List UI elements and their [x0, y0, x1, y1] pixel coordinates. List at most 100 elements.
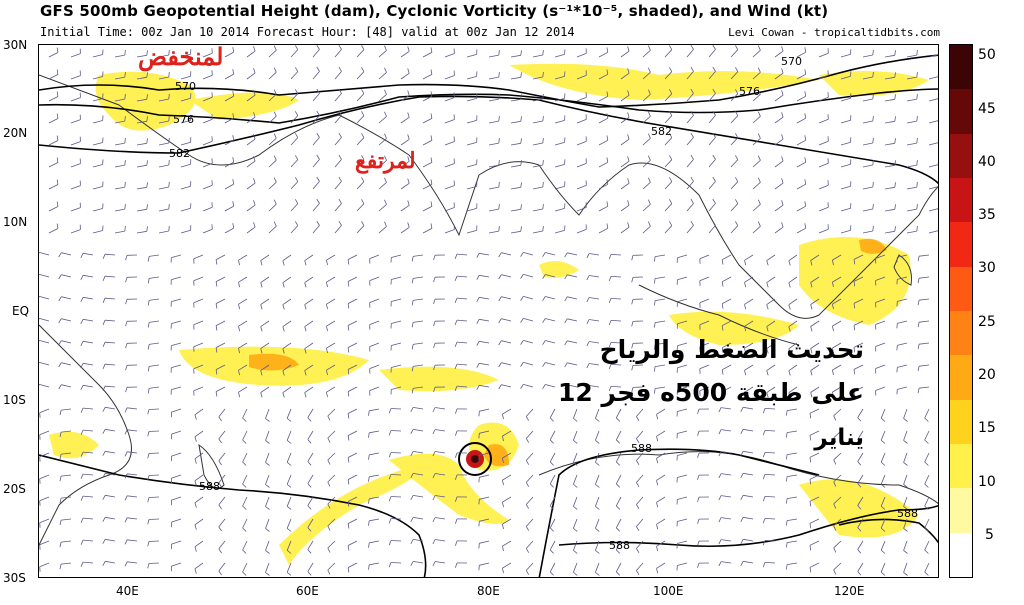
wind-barb	[928, 76, 938, 80]
wind-barb	[502, 496, 512, 503]
wind-barb-flag	[361, 45, 365, 50]
wind-barb-flag	[833, 569, 837, 575]
wind-barb-flag	[595, 505, 600, 510]
wind-barb-flag	[242, 505, 247, 510]
wind-barb	[61, 340, 72, 344]
wind-barb-flag	[433, 365, 436, 371]
wind-barb	[290, 181, 299, 190]
wind-barb-flag	[718, 517, 722, 523]
wind-barb	[677, 386, 688, 391]
wind-barb-flag	[218, 504, 222, 510]
wind-barb	[862, 76, 873, 80]
wind-barb-flag	[407, 112, 410, 118]
wind-barb	[832, 342, 842, 349]
wind-barb	[479, 430, 490, 434]
wind-barb-flag	[740, 517, 744, 522]
wind-barb-flag	[542, 204, 544, 210]
wind-barb	[171, 474, 182, 479]
wind-barb	[818, 140, 829, 146]
wind-barb-flag	[712, 220, 716, 226]
wind-barb	[92, 98, 103, 102]
wind-barb	[549, 518, 556, 528]
wind-barb-flag	[316, 88, 320, 94]
wind-barb-flag	[218, 526, 222, 532]
wind-barb-flag	[384, 45, 387, 51]
wind-barb-flag	[316, 198, 320, 204]
contour-label: 576	[739, 85, 760, 98]
wind-barb	[744, 342, 754, 349]
lat-label: 20S	[3, 482, 26, 496]
wind-barb-flag	[903, 440, 908, 444]
wind-barb	[193, 276, 204, 282]
wind-barb-flag	[735, 89, 739, 94]
wind-barb	[743, 538, 754, 542]
wind-barb-flag	[59, 476, 62, 482]
wind-barb	[636, 474, 644, 483]
wind-barb	[171, 430, 182, 435]
colorbar-tick: 15	[978, 420, 996, 436]
wind-barb-flag	[744, 282, 747, 288]
wind-barb	[171, 320, 182, 324]
wind-barb-flag	[525, 548, 530, 553]
wind-barb	[924, 452, 930, 463]
wind-barb-flag	[520, 274, 524, 279]
wind-barb-flag	[606, 69, 609, 75]
wind-barb	[510, 164, 521, 168]
wind-barb	[347, 540, 358, 546]
wind-barb	[83, 318, 94, 322]
wind-barb	[202, 118, 213, 124]
wind-barb	[224, 183, 234, 190]
wind-barb	[677, 364, 688, 369]
wind-barb-flag	[265, 484, 270, 488]
wind-barb	[744, 386, 754, 393]
wind-barb-flag	[788, 326, 791, 332]
wind-barb	[48, 52, 59, 58]
wind-barb-flag	[833, 481, 837, 487]
wind-barb	[390, 474, 402, 476]
wind-barb	[664, 93, 673, 102]
wind-barb	[136, 142, 147, 146]
wind-barb-flag	[654, 322, 656, 328]
wind-barb-flag	[857, 505, 862, 510]
wind-barb-flag	[368, 454, 370, 460]
wind-barb	[92, 164, 103, 168]
credit: Levi Cowan - tropicaltidbits.com	[728, 26, 940, 39]
wind-barb	[268, 203, 277, 212]
wind-barb	[61, 362, 72, 366]
wind-barb-flag	[718, 473, 722, 479]
wind-barb	[774, 94, 784, 102]
chart-title: GFS 500mb Geopotential Height (dam), Cyc…	[40, 2, 829, 20]
wind-barb	[708, 49, 716, 58]
wind-barb-flag	[564, 274, 568, 280]
wind-barb-flag	[648, 89, 651, 95]
wind-barb-flag	[56, 69, 59, 75]
wind-barb	[479, 452, 490, 456]
wind-barb	[61, 408, 72, 411]
wind-barb	[884, 186, 895, 190]
wind-barb-flag	[454, 363, 458, 369]
wind-barb-flag	[520, 138, 522, 144]
wind-barb-flag	[718, 429, 722, 435]
wind-barb	[307, 562, 314, 572]
wind-barb	[598, 205, 608, 212]
wind-barb	[620, 94, 630, 102]
wind-barb	[897, 320, 908, 324]
wind-barb	[238, 298, 248, 305]
wind-barb-flag	[781, 134, 784, 140]
wind-barb	[809, 452, 820, 458]
wind-barb	[136, 120, 147, 124]
wind-barb-flag	[762, 518, 766, 524]
wind-barb-flag	[168, 93, 170, 100]
wind-barb	[809, 496, 820, 502]
wind-barb	[326, 342, 336, 349]
wind-barb	[268, 181, 277, 190]
wind-barb-flag	[832, 260, 834, 266]
wind-barb	[70, 163, 81, 168]
wind-barb	[327, 430, 336, 439]
wind-barb-flag	[294, 45, 299, 50]
wind-barb	[686, 181, 694, 190]
wind-barb-flag	[432, 517, 436, 523]
wind-barb-flag	[654, 278, 656, 284]
wind-barb	[61, 540, 72, 543]
wind-barb-flag	[810, 304, 813, 310]
